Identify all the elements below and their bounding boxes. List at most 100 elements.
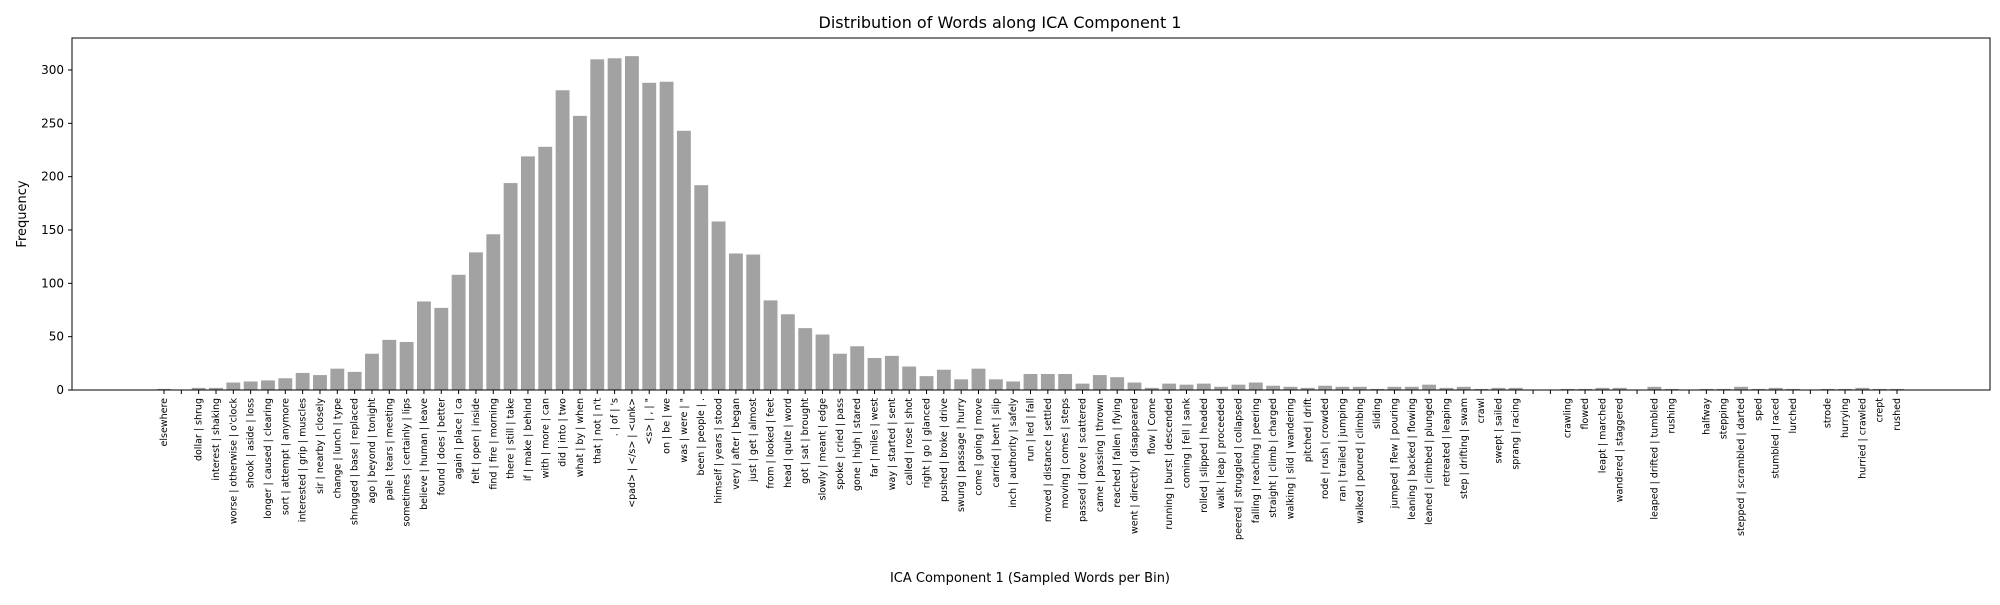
bar <box>486 234 501 390</box>
y-tick-label: 50 <box>49 330 64 344</box>
x-tick-label: went | directly | disappeared <box>1129 398 1140 534</box>
x-tick-label: reached | fallen | flying <box>1112 398 1123 508</box>
bar <box>1647 386 1662 390</box>
x-tick-label: come | going | move <box>974 398 985 496</box>
bar <box>191 387 206 390</box>
x-tick-label: peered | struggled | collapsed <box>1233 398 1244 540</box>
x-tick-label: pitched | drift <box>1303 398 1314 463</box>
x-tick-label: swung | passage | hurry <box>956 398 967 512</box>
bar <box>399 342 414 390</box>
bar <box>815 334 830 390</box>
bar <box>572 115 587 391</box>
x-tick-label: longer | caused | clearing <box>263 398 274 519</box>
bar <box>313 375 327 390</box>
bar <box>1456 386 1471 390</box>
bar <box>417 301 431 390</box>
x-tick-label: dollar | shrug <box>194 398 205 461</box>
bar <box>1335 386 1350 390</box>
x-tick-label: got | sat | brought <box>800 398 811 484</box>
y-tick-label: 100 <box>41 276 64 290</box>
x-tick-label: falling | reaching | peering <box>1251 398 1262 523</box>
bar <box>521 156 535 390</box>
x-tick-label: that | not | n't <box>592 398 603 464</box>
bar <box>902 366 917 390</box>
x-tick-label: strode <box>1823 398 1834 428</box>
x-tick-label: sliding <box>1372 398 1383 429</box>
x-tick-label: very | after | began <box>731 398 742 490</box>
x-axis: elsewhere dollar | shrug interest | shakin… <box>159 390 1903 540</box>
x-tick-label: <pad> | </s> | <unk> <box>627 398 638 508</box>
bar <box>1144 387 1159 390</box>
bar <box>347 371 362 390</box>
bar <box>1699 388 1714 390</box>
x-tick-label: shook | aside | loss <box>246 398 257 488</box>
x-tick-label: swept | sailed <box>1493 398 1504 463</box>
bar <box>278 378 293 390</box>
x-tick-label: halfway <box>1701 398 1712 435</box>
bar <box>971 368 986 390</box>
x-tick-label: stepping <box>1719 398 1730 439</box>
x-tick-label: slowly | meant | edge <box>818 398 829 500</box>
bar <box>850 346 865 390</box>
chart-title: Distribution of Words along ICA Componen… <box>819 13 1182 32</box>
x-tick-label: moving | comes | steps <box>1060 398 1071 508</box>
bar <box>1127 382 1142 390</box>
x-tick-label: jumped | flew | pouring <box>1389 398 1400 509</box>
bar <box>1578 388 1592 390</box>
bar <box>1855 387 1870 390</box>
x-tick-label: felt | open | inside <box>471 398 482 484</box>
bar <box>919 376 934 390</box>
x-tick-label: walk | leap | proceeded <box>1216 398 1227 509</box>
bar <box>1179 384 1194 390</box>
x-tick-label: leaned | climbed | plunged <box>1424 398 1435 525</box>
x-tick-label: ran | trailed | jumping <box>1337 398 1348 501</box>
x-tick-label: rushing <box>1667 398 1678 434</box>
bar <box>555 90 570 391</box>
x-tick-label: sir | nearby | closely <box>315 398 326 494</box>
y-tick-label: 150 <box>41 223 64 237</box>
x-tick-label: interest | shaking <box>211 398 222 481</box>
x-tick-label: rushed <box>1892 398 1903 431</box>
x-tick-label: leaning | backed | flowing <box>1407 398 1418 520</box>
x-tick-label: gone | high | stared <box>852 398 863 491</box>
bar <box>1612 387 1627 390</box>
x-tick-label: leapt | marched <box>1597 398 1608 473</box>
bar <box>1075 383 1090 390</box>
x-tick-label: step | drifting | swam <box>1459 398 1470 499</box>
y-axis-label: Frequency <box>15 180 30 247</box>
bar <box>1040 374 1055 390</box>
bar <box>1491 387 1506 390</box>
x-tick-label: running | burst | descended <box>1164 398 1175 530</box>
x-tick-label: flow | Come <box>1147 398 1158 455</box>
x-tick-label: lurched <box>1788 398 1799 433</box>
x-tick-label: rode | rush | crowded <box>1320 398 1331 499</box>
x-tick-label: from | looked | feet <box>766 398 777 489</box>
x-tick-label: wandered | staggered <box>1615 398 1626 502</box>
bar <box>226 382 241 390</box>
plot-frame <box>71 37 1991 391</box>
bar <box>1439 387 1454 390</box>
x-tick-label: leaped | drifted | tumbled <box>1649 398 1660 520</box>
bar <box>832 353 847 390</box>
x-tick-label: ago | beyond | tonight <box>367 398 378 504</box>
bar <box>1716 388 1731 390</box>
bar <box>1006 381 1021 390</box>
x-tick-label: <s> | , | " <box>644 398 655 445</box>
bar <box>659 81 674 390</box>
x-tick-label: straight | climb | charged <box>1268 398 1279 518</box>
bar <box>1300 387 1315 390</box>
x-tick-label: been | people | . <box>696 398 707 475</box>
bar <box>676 130 691 391</box>
x-tick-label: crept <box>1875 398 1886 423</box>
bar <box>1214 386 1229 390</box>
x-tick-label: carried | bent | slip <box>991 398 1002 488</box>
bar <box>711 221 726 390</box>
x-tick-label: moved | distance | settled <box>1043 398 1054 522</box>
x-tick-label: walked | poured | climbing <box>1355 398 1366 524</box>
bar <box>1474 388 1489 390</box>
x-tick-label: on | be | we <box>662 398 673 454</box>
y-tick-label: 300 <box>41 63 64 77</box>
bar <box>1508 387 1523 390</box>
x-tick-label: change | lunch | type <box>332 398 343 499</box>
bar <box>798 328 813 390</box>
